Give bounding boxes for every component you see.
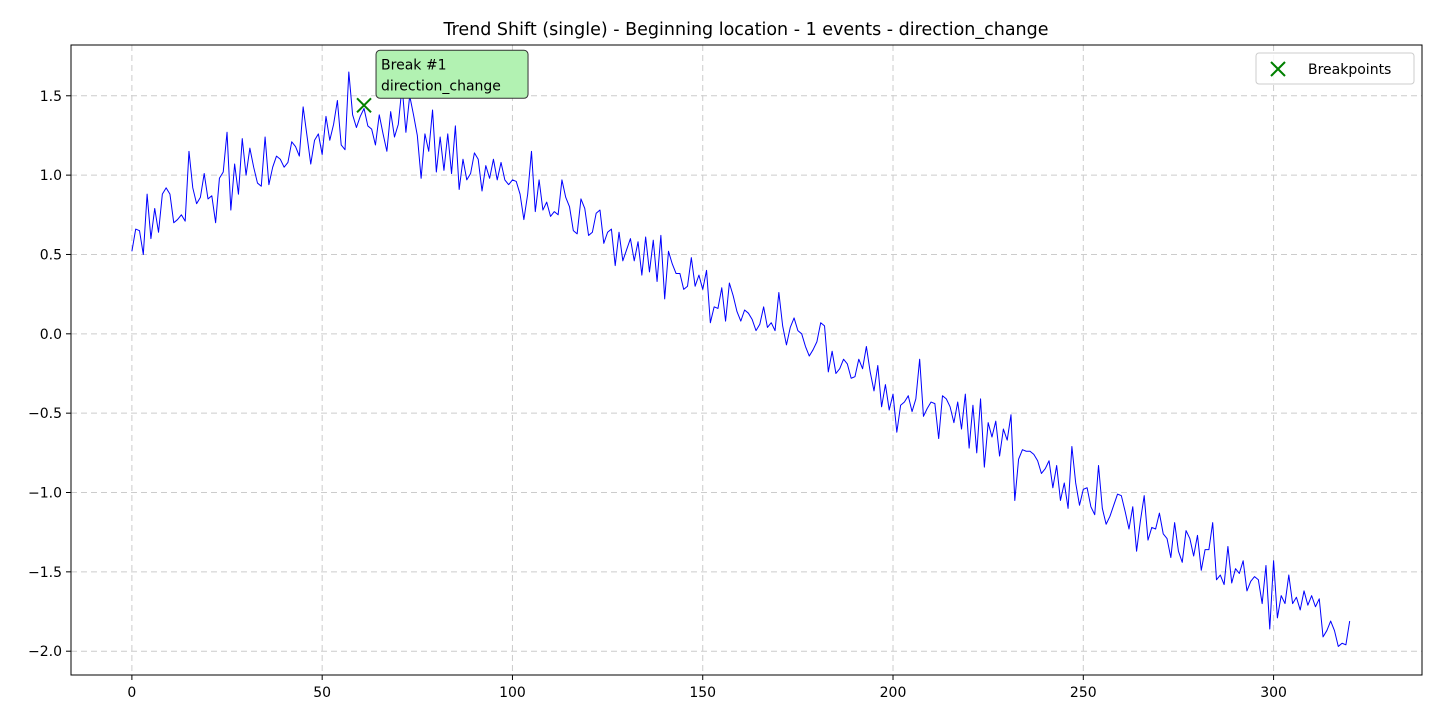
breakpoint-markers bbox=[356, 97, 372, 114]
y-tick-label: −1.0 bbox=[28, 486, 62, 502]
x-tick-label: 0 bbox=[127, 685, 136, 701]
chart-title: Trend Shift (single) - Beginning locatio… bbox=[442, 20, 1048, 40]
x-tick-label: 200 bbox=[880, 685, 907, 701]
y-tick-label: 1.0 bbox=[40, 168, 62, 184]
legend: Breakpoints bbox=[1255, 52, 1415, 85]
annotation-line-2: direction_change bbox=[381, 78, 501, 94]
y-tick-label: −0.5 bbox=[28, 406, 62, 422]
legend-marker-breakpoints-icon bbox=[1270, 61, 1286, 77]
x-tick-label: 300 bbox=[1260, 685, 1287, 701]
series-layer bbox=[131, 71, 1351, 647]
breakpoint-annotation: Break #1 direction_change bbox=[375, 49, 529, 99]
breakpoint-annotations: Break #1 direction_change bbox=[375, 49, 529, 99]
series-line-signal bbox=[131, 71, 1351, 647]
legend-label-breakpoints: Breakpoints bbox=[1308, 62, 1391, 78]
y-tick-label: −1.5 bbox=[28, 565, 62, 581]
y-tick-label: −2.0 bbox=[28, 644, 62, 660]
x-tick-label: 100 bbox=[499, 685, 526, 701]
y-tick-label: 1.5 bbox=[40, 89, 62, 105]
grid-lines bbox=[71, 45, 1422, 675]
y-axis-ticks: −2.0 −1.5 −1.0 −0.5 0.0 0.5 1.0 1.5 bbox=[28, 89, 71, 660]
axes-frame bbox=[70, 44, 1423, 676]
annotation-box bbox=[375, 49, 529, 99]
y-tick-label: 0.5 bbox=[40, 247, 62, 263]
x-tick-label: 50 bbox=[313, 685, 331, 701]
x-tick-label: 250 bbox=[1070, 685, 1097, 701]
breakpoint-marker-icon bbox=[356, 97, 372, 114]
x-tick-label: 150 bbox=[689, 685, 716, 701]
x-axis-ticks: 0 50 100 150 200 250 300 bbox=[127, 675, 1287, 701]
legend-box bbox=[1255, 52, 1415, 85]
annotation-line-1: Break #1 bbox=[381, 57, 446, 73]
y-tick-label: 0.0 bbox=[40, 327, 62, 343]
